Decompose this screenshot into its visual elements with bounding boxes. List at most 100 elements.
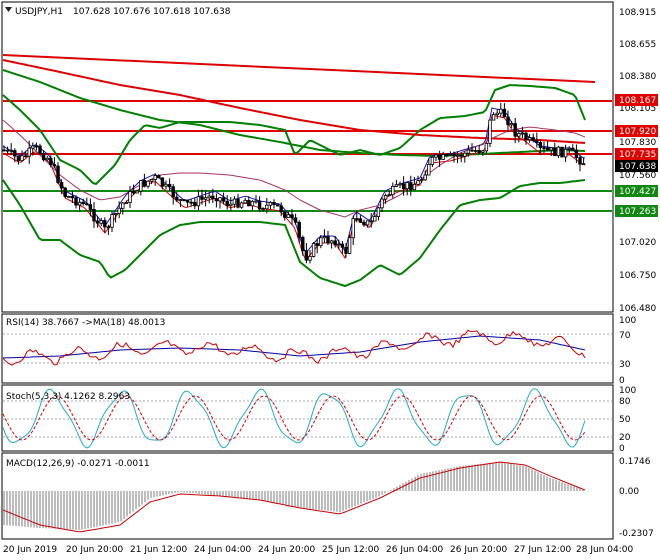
candle-body <box>49 157 53 165</box>
level-label-107735: 107.735 <box>615 148 658 160</box>
time-tick: 20 Jun 2019 <box>3 545 57 555</box>
candle-body <box>218 197 222 202</box>
time-tick: 26 Jun 04:00 <box>386 545 443 555</box>
candle-body <box>326 236 330 244</box>
candle-body <box>293 217 298 223</box>
candle-body <box>308 256 312 261</box>
candle-body <box>5 149 10 152</box>
candle-body <box>563 148 568 158</box>
macd-pane[interactable]: MACD(12,26,9) -0.0271 -0.0011 0.1746 0.0… <box>1 452 654 540</box>
candle-body <box>581 163 586 166</box>
candle-body <box>301 236 305 252</box>
candle-body <box>225 200 229 207</box>
price-tick: 108.380 <box>619 72 656 82</box>
level-badge <box>615 148 658 160</box>
moving-average-long <box>2 59 586 144</box>
candle-body <box>207 195 211 199</box>
rsi-line <box>2 329 586 366</box>
candle-body <box>571 147 575 151</box>
candle-body <box>556 146 561 157</box>
level-label-107263: 107.263 <box>615 205 658 217</box>
candle-body <box>20 155 24 162</box>
rsi-tick: 100 <box>619 316 636 326</box>
price-tick: 108.105 <box>619 104 656 114</box>
rsi-pane[interactable]: RSI(14) 38.7667 ->MA(18) 48.0013 100 70 … <box>1 313 636 386</box>
candle-body <box>531 137 535 141</box>
price-tick: 106.480 <box>619 304 656 314</box>
candle-body <box>146 180 150 187</box>
rsi-ma-line <box>2 335 586 359</box>
macd-signal-line <box>2 461 586 533</box>
rsi-pane-frame <box>1 313 614 384</box>
candle-body <box>103 220 107 228</box>
candle-body <box>473 150 478 152</box>
candle-body <box>110 214 114 228</box>
time-tick: 28 Jun 04:00 <box>576 545 633 555</box>
candle-body <box>229 203 233 207</box>
candle-body <box>412 183 417 191</box>
triangle-down-icon <box>5 7 12 12</box>
candle-body <box>340 243 345 248</box>
candle-body <box>344 246 348 254</box>
bollinger-upper <box>2 83 586 186</box>
stoch-pane-frame <box>1 384 614 452</box>
candle-body <box>488 119 492 144</box>
candle-body <box>567 147 571 150</box>
candle-body <box>88 204 93 210</box>
macd-plot <box>2 461 586 533</box>
candle-body <box>9 149 13 152</box>
candle-body <box>254 200 258 203</box>
candle-body <box>509 123 514 126</box>
candle-body <box>74 197 78 206</box>
candle-body <box>131 191 136 194</box>
candle-body <box>452 153 456 157</box>
level-value: 107.920 <box>619 127 656 137</box>
candle-body <box>362 221 366 226</box>
level-label-107638: 107.638 <box>615 160 658 172</box>
candle-body <box>283 211 287 218</box>
candle-body <box>538 142 543 148</box>
macd-tick: 0.00 <box>619 487 639 497</box>
candle-body <box>16 155 21 162</box>
candle-body <box>45 157 49 161</box>
candle-body <box>250 200 255 207</box>
stoch-pane[interactable]: Stoch(5,3,3) 4.1262 8.2963 100 80 50 20 … <box>1 384 636 454</box>
candle-body <box>257 200 262 210</box>
stoch-plot <box>2 388 612 449</box>
candle-body <box>491 114 496 121</box>
candle-body <box>560 146 564 158</box>
candle-body <box>466 149 471 154</box>
candle-body <box>214 198 219 202</box>
candle-body <box>545 147 550 151</box>
level-label-108167: 108.167 <box>615 94 658 106</box>
candle-body <box>153 175 157 180</box>
candle-body <box>401 183 406 190</box>
level-badge <box>615 94 658 106</box>
rsi-plot <box>2 329 612 366</box>
candle-body <box>70 196 75 199</box>
candle-body <box>196 196 201 207</box>
candle-body <box>445 154 449 156</box>
candle-body <box>67 196 71 198</box>
macd-tick: -0.2307 <box>619 529 654 539</box>
level-label-107920: 107.920 <box>615 125 658 137</box>
price-pane-frame <box>1 1 614 313</box>
rsi-tick: 30 <box>619 360 631 370</box>
candle-body <box>268 202 273 206</box>
candle-body <box>527 137 532 141</box>
candle-body <box>373 216 377 222</box>
candle-body <box>2 149 6 152</box>
candle-body <box>41 153 46 161</box>
candle-body <box>171 186 175 198</box>
stoch-label: Stoch(5,3,3) 4.1262 8.2963 <box>6 392 130 402</box>
level-value: 107.427 <box>619 187 656 197</box>
candle-body <box>193 201 197 207</box>
candle-body <box>578 157 582 165</box>
candle-body <box>59 182 64 189</box>
price-pane[interactable]: USDJPY,H1 107.628 107.676 107.618 107.63… <box>1 1 614 313</box>
price-tick: 107.830 <box>619 138 656 148</box>
level-badge <box>615 205 658 217</box>
stoch-main-line <box>2 388 586 449</box>
candle-body <box>394 184 399 187</box>
